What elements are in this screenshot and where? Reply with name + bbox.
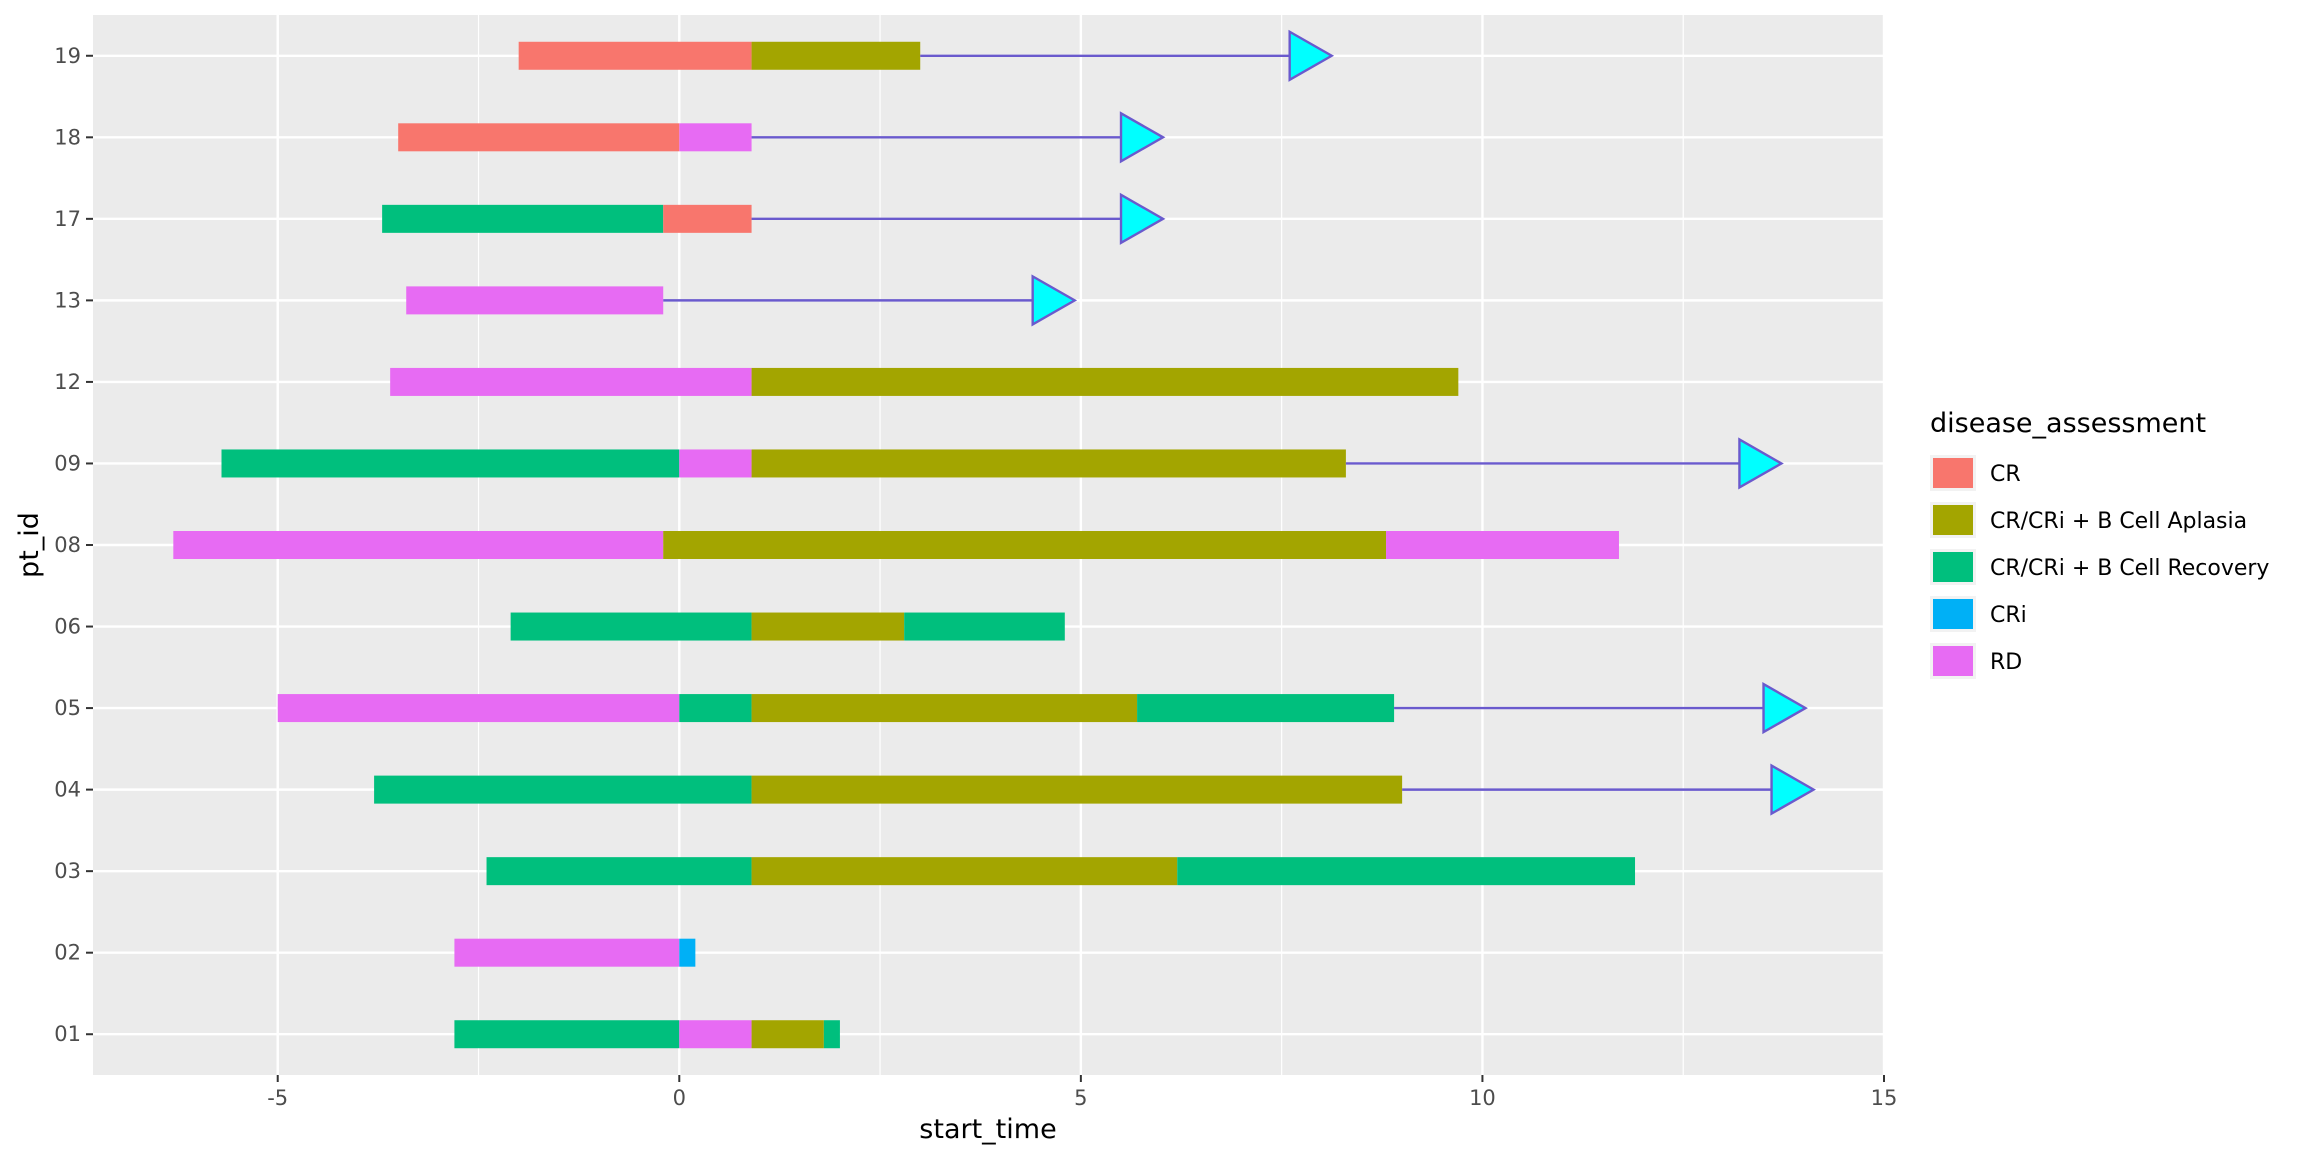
legend-label: CR bbox=[1990, 462, 2021, 487]
y-tick-label: 08 bbox=[54, 533, 81, 557]
x-axis-ticks: -5 0 5 10 15 bbox=[267, 1075, 1897, 1110]
legend-swatch bbox=[1933, 458, 1973, 488]
x-tick-label: 10 bbox=[1469, 1086, 1496, 1110]
legend-swatch bbox=[1933, 646, 1973, 676]
segment-bar-12 bbox=[390, 367, 752, 396]
segment-bar-01 bbox=[823, 1020, 840, 1049]
y-tick-label: 03 bbox=[54, 859, 81, 883]
x-axis-title: start_time bbox=[919, 1114, 1056, 1145]
x-tick-label: 5 bbox=[1074, 1086, 1087, 1110]
segment-bar-08 bbox=[173, 531, 664, 559]
arrow-head-13 bbox=[1031, 274, 1078, 327]
arrow-head-09 bbox=[1738, 437, 1784, 490]
segment-bar-09 bbox=[751, 449, 1346, 478]
segment-bar-04 bbox=[751, 775, 1403, 804]
y-axis-ticks: 01 02 03 04 05 06 08 09 12 13 17 18 19 bbox=[54, 44, 93, 1046]
arrow-head-05 bbox=[1762, 682, 1808, 735]
segment-bar-18 bbox=[398, 123, 680, 152]
segment-bar-06 bbox=[510, 612, 752, 641]
y-axis-title: pt_id bbox=[14, 512, 45, 578]
legend-label: CR/CRi + B Cell Aplasia bbox=[1990, 509, 2247, 534]
segment-bar-08 bbox=[663, 531, 1387, 559]
segment-bar-05 bbox=[1137, 694, 1395, 723]
status-segments bbox=[173, 41, 1636, 1049]
ongoing-arrows bbox=[663, 29, 1816, 816]
legend-swatch bbox=[1933, 505, 1973, 535]
segment-bar-05 bbox=[751, 694, 1138, 723]
segment-bar-01 bbox=[454, 1020, 680, 1049]
legend-label: CR/CRi + B Cell Recovery bbox=[1990, 556, 2269, 581]
legend-swatch bbox=[1933, 599, 1973, 629]
segment-bar-06 bbox=[904, 612, 1065, 641]
arrow-head-18 bbox=[1119, 111, 1166, 164]
segment-bar-01 bbox=[751, 1020, 824, 1049]
segment-bar-04 bbox=[374, 775, 752, 804]
y-tick-label: 06 bbox=[54, 615, 81, 639]
segment-bar-17 bbox=[663, 204, 752, 233]
arrow-head-17 bbox=[1119, 192, 1166, 245]
y-tick-label: 19 bbox=[54, 44, 81, 68]
legend-items: CR CR/CRi + B Cell Aplasia CR/CRi + B Cell… bbox=[1930, 455, 2269, 679]
segment-bar-03 bbox=[1177, 857, 1636, 886]
y-tick-label: 05 bbox=[54, 696, 81, 720]
segment-bar-02 bbox=[679, 938, 696, 967]
segment-bar-09 bbox=[221, 449, 680, 478]
segment-bar-18 bbox=[679, 123, 752, 152]
y-tick-label: 18 bbox=[54, 125, 81, 149]
y-tick-label: 17 bbox=[54, 207, 81, 231]
legend: disease_assessment CR CR/CRi + B Cell Apl… bbox=[1930, 408, 2269, 679]
segment-bar-03 bbox=[486, 857, 752, 886]
x-tick-label: -5 bbox=[267, 1086, 288, 1110]
y-tick-label: 09 bbox=[54, 451, 81, 475]
y-tick-label: 04 bbox=[54, 778, 81, 802]
segment-bar-12 bbox=[751, 367, 1459, 396]
segment-bar-08 bbox=[1386, 531, 1619, 559]
arrow-head-04 bbox=[1770, 763, 1816, 816]
segment-bar-01 bbox=[679, 1020, 752, 1049]
legend-title: disease_assessment bbox=[1930, 408, 2206, 439]
segment-bar-02 bbox=[454, 938, 680, 967]
y-tick-label: 13 bbox=[54, 288, 81, 312]
segment-bar-19 bbox=[518, 41, 752, 70]
segment-bar-19 bbox=[751, 41, 921, 70]
x-tick-label: 15 bbox=[1871, 1086, 1898, 1110]
y-tick-label: 12 bbox=[54, 370, 81, 394]
segment-bar-17 bbox=[382, 204, 664, 233]
arrow-head-19 bbox=[1288, 29, 1335, 82]
segment-bar-13 bbox=[406, 286, 664, 315]
segment-bar-05 bbox=[277, 694, 680, 723]
legend-label: RD bbox=[1990, 650, 2022, 675]
segment-bar-06 bbox=[751, 612, 905, 641]
x-tick-label: 0 bbox=[673, 1086, 686, 1110]
y-tick-label: 01 bbox=[54, 1022, 81, 1046]
legend-label: CRi bbox=[1990, 603, 2027, 628]
y-tick-label: 02 bbox=[54, 941, 81, 965]
segment-bar-05 bbox=[679, 694, 752, 723]
legend-swatch bbox=[1933, 552, 1973, 582]
segment-bar-09 bbox=[679, 449, 752, 478]
segment-bar-03 bbox=[751, 857, 1178, 886]
